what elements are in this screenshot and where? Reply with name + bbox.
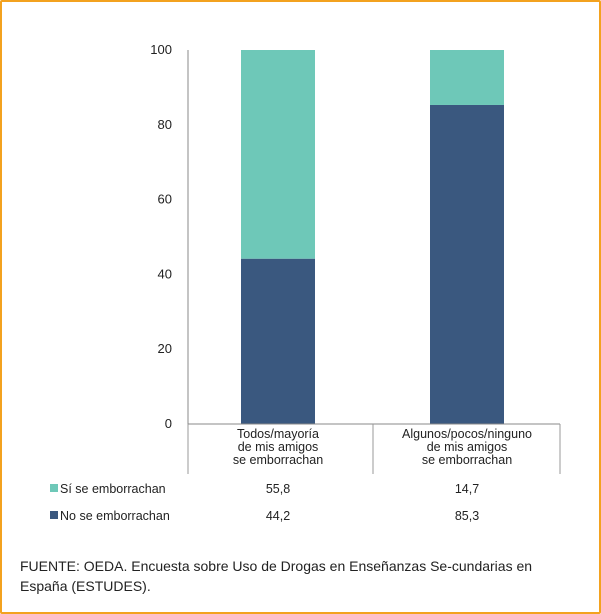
source-note: FUENTE: OEDA. Encuesta sobre Uso de Drog…: [20, 558, 533, 594]
legend-label: Sí se emborrachan: [60, 482, 166, 496]
data-table-value: 44,2: [266, 509, 290, 523]
y-tick-label: 60: [158, 192, 172, 207]
y-tick-label: 0: [165, 416, 172, 431]
bar-segment-no: [241, 258, 315, 424]
bar-segment-si: [430, 50, 504, 105]
legend-swatch: [50, 484, 58, 492]
bar-segment-no: [430, 104, 504, 424]
data-table-value: 85,3: [455, 509, 479, 523]
x-category-label: de mis amigos: [427, 440, 508, 454]
x-category-label: Todos/mayoría: [237, 427, 319, 441]
x-category-label: Algunos/pocos/ninguno: [402, 427, 532, 441]
legend-label: No se emborrachan: [60, 509, 170, 523]
x-category-label: se emborrachan: [422, 453, 512, 467]
data-table-value: 55,8: [266, 482, 290, 496]
y-tick-label: 80: [158, 117, 172, 132]
bar-segment-si: [241, 50, 315, 259]
y-tick-label: 100: [150, 42, 172, 57]
y-tick-label: 40: [158, 266, 172, 281]
data-table-value: 14,7: [455, 482, 479, 496]
x-category-label: de mis amigos: [238, 440, 319, 454]
y-tick-label: 20: [158, 341, 172, 356]
x-category-label: se emborrachan: [233, 453, 323, 467]
legend-swatch: [50, 511, 58, 519]
